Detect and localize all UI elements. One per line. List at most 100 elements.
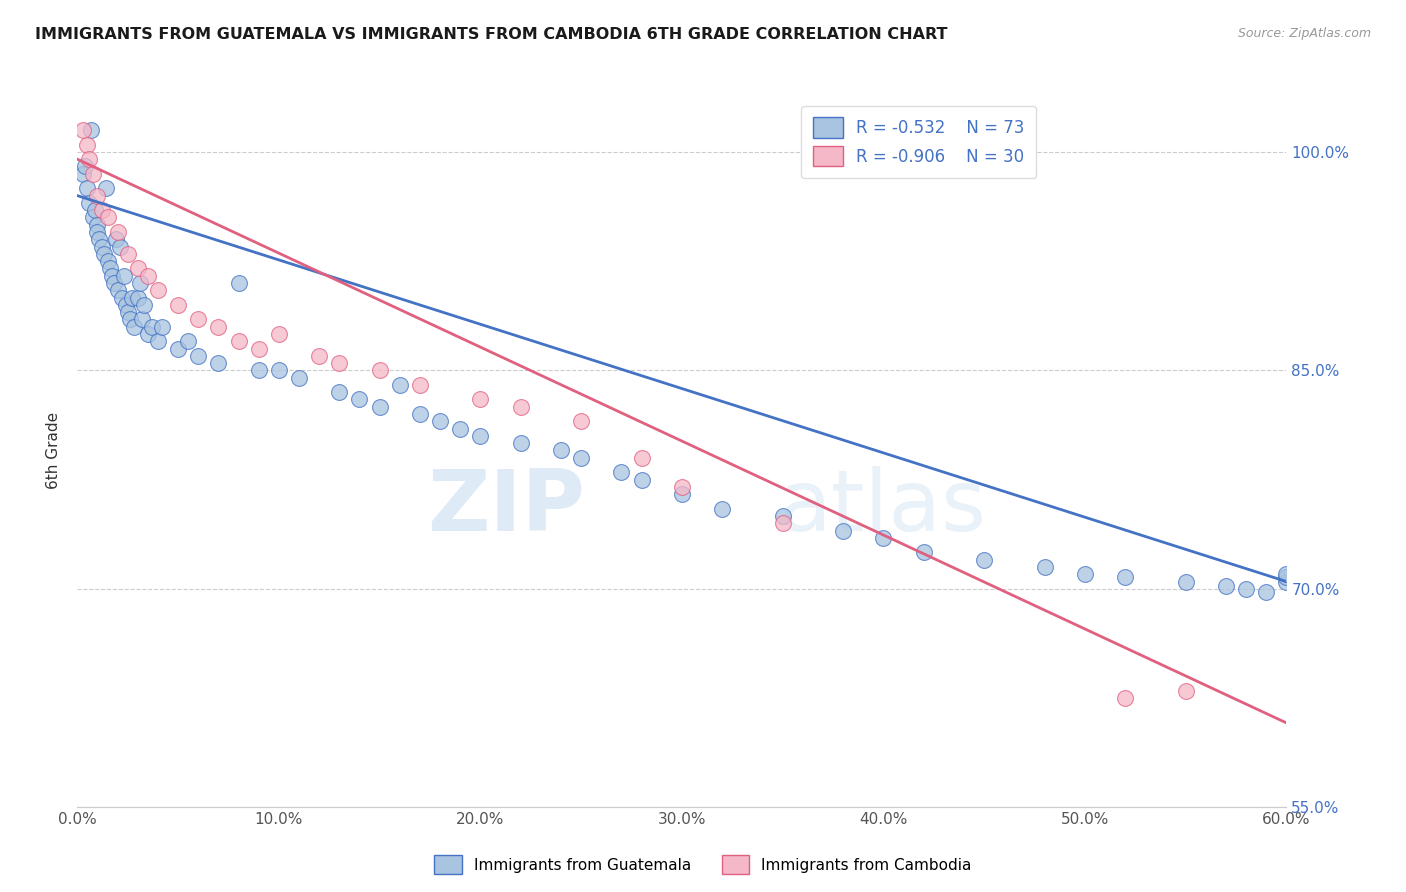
Point: [128, 276, 150, 290]
Point: [207, 319, 229, 334]
Point: [1114, 691, 1136, 706]
Point: [72, 167, 94, 181]
Point: [122, 319, 145, 334]
Point: [80, 123, 103, 137]
Point: [772, 516, 794, 531]
Point: [187, 312, 209, 326]
Point: [146, 334, 169, 349]
Point: [146, 283, 169, 297]
Point: [872, 531, 894, 545]
Point: [75, 160, 97, 174]
Point: [72, 123, 94, 137]
Point: [388, 378, 411, 392]
Point: [111, 291, 134, 305]
Point: [409, 378, 432, 392]
Point: [832, 524, 855, 538]
Point: [187, 349, 209, 363]
Point: [267, 326, 290, 341]
Point: [1215, 579, 1237, 593]
Point: [1256, 584, 1278, 599]
Point: [550, 443, 572, 458]
Point: [127, 261, 149, 276]
Point: [409, 407, 432, 421]
Point: [247, 342, 270, 356]
Point: [368, 363, 391, 377]
Point: [772, 508, 794, 523]
Point: [610, 465, 633, 479]
Point: [449, 422, 471, 436]
Point: [288, 370, 311, 384]
Point: [98, 261, 121, 276]
Point: [308, 349, 330, 363]
Point: [132, 298, 155, 312]
Point: [569, 414, 592, 428]
Point: [1114, 570, 1136, 584]
Point: [141, 319, 163, 334]
Point: [1234, 582, 1257, 596]
Point: [104, 232, 127, 246]
Point: [96, 211, 118, 225]
Point: [328, 356, 350, 370]
Point: [90, 203, 112, 218]
Point: [108, 239, 131, 253]
Y-axis label: 6th Grade: 6th Grade: [46, 412, 62, 489]
Point: [76, 137, 98, 152]
Point: [136, 268, 159, 283]
Legend: Immigrants from Guatemala, Immigrants from Cambodia: Immigrants from Guatemala, Immigrants fr…: [427, 849, 979, 880]
Point: [630, 473, 652, 487]
Point: [100, 268, 122, 283]
Point: [107, 283, 129, 297]
Point: [247, 363, 270, 377]
Point: [82, 167, 104, 181]
Point: [96, 254, 118, 268]
Point: [509, 436, 531, 450]
Point: [711, 501, 734, 516]
Point: [90, 239, 112, 253]
Point: [114, 298, 136, 312]
Point: [671, 480, 693, 494]
Point: [82, 211, 104, 225]
Point: [103, 276, 125, 290]
Point: [112, 268, 135, 283]
Text: Source: ZipAtlas.com: Source: ZipAtlas.com: [1237, 27, 1371, 40]
Point: [569, 450, 592, 465]
Point: [167, 342, 190, 356]
Point: [93, 247, 115, 261]
Point: [86, 218, 108, 232]
Point: [79, 152, 101, 166]
Point: [118, 312, 141, 326]
Point: [150, 319, 173, 334]
Point: [117, 247, 139, 261]
Point: [76, 181, 98, 195]
Point: [267, 363, 290, 377]
Point: [429, 414, 451, 428]
Point: [86, 225, 108, 239]
Point: [131, 312, 153, 326]
Point: [121, 291, 143, 305]
Point: [1275, 570, 1298, 584]
Point: [1033, 560, 1056, 574]
Point: [207, 356, 229, 370]
Point: [127, 291, 149, 305]
Point: [509, 400, 531, 414]
Point: [94, 181, 117, 195]
Point: [89, 232, 111, 246]
Point: [973, 552, 995, 566]
Point: [228, 334, 250, 349]
Point: [86, 188, 108, 202]
Point: [349, 392, 371, 407]
Point: [167, 298, 190, 312]
Point: [79, 195, 101, 210]
Point: [470, 392, 492, 407]
Point: [84, 203, 107, 218]
Point: [912, 545, 935, 559]
Point: [1275, 567, 1298, 582]
Point: [671, 487, 693, 501]
Point: [107, 225, 129, 239]
Text: IMMIGRANTS FROM GUATEMALA VS IMMIGRANTS FROM CAMBODIA 6TH GRADE CORRELATION CHAR: IMMIGRANTS FROM GUATEMALA VS IMMIGRANTS …: [35, 27, 948, 42]
Point: [177, 334, 200, 349]
Text: atlas: atlas: [779, 466, 987, 549]
Legend: R = -0.532    N = 73, R = -0.906    N = 30: R = -0.532 N = 73, R = -0.906 N = 30: [801, 105, 1036, 178]
Point: [630, 450, 652, 465]
Point: [228, 276, 250, 290]
